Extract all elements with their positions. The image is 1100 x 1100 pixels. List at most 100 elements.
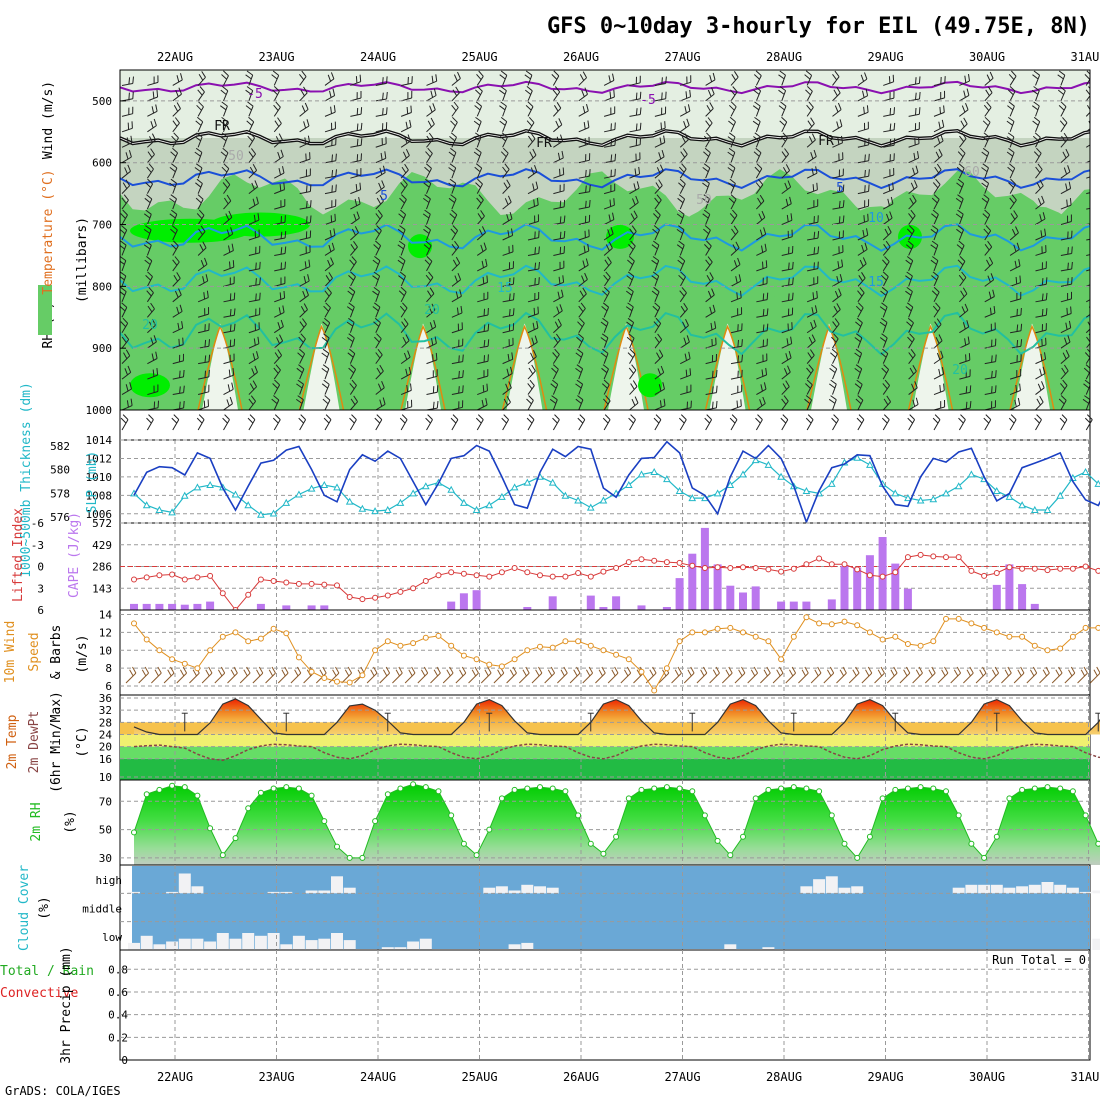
upper-wind-barb xyxy=(863,215,865,223)
upper-wind-barb xyxy=(400,126,412,133)
upper-wind-barb xyxy=(963,90,966,98)
upper-wind-barb xyxy=(554,86,561,93)
upper-wind-barb xyxy=(908,215,916,225)
surface-wind-barb xyxy=(351,414,357,420)
upper-wind-barb xyxy=(327,259,331,267)
upper-wind-barb xyxy=(680,81,691,86)
wind-barb xyxy=(550,666,556,674)
lifted-index-line-point xyxy=(283,579,290,586)
upper-wind-barb xyxy=(172,259,178,266)
upper-wind-barb xyxy=(451,198,457,210)
upper-wind-barb xyxy=(991,386,993,394)
surface-wind-barb xyxy=(399,417,406,424)
upper-wind-barb xyxy=(527,138,536,148)
rh2m-line-point xyxy=(498,795,505,802)
upper-wind-barb xyxy=(451,244,457,251)
upper-wind-barb xyxy=(271,74,278,80)
upper-wind-barb xyxy=(350,364,356,370)
upper-wind-barb xyxy=(375,291,380,302)
upper-wind-barb xyxy=(730,152,736,163)
upper-wind-barb xyxy=(219,120,227,126)
upper-wind-barb xyxy=(832,368,838,380)
upper-wind-barb xyxy=(223,152,229,163)
wind-barb xyxy=(256,669,261,677)
upper-wind-barb xyxy=(756,374,767,380)
upper-wind-barb xyxy=(405,334,410,341)
upper-wind-barb xyxy=(178,338,180,346)
upper-wind-barb xyxy=(273,156,284,164)
wind-speed-line-point xyxy=(981,624,988,631)
lifted-index-line-point xyxy=(638,556,645,563)
upper-wind-barb xyxy=(405,368,408,376)
upper-wind-barb xyxy=(678,240,685,246)
upper-wind-barb xyxy=(631,364,637,371)
upper-wind-barb xyxy=(303,275,307,284)
upper-wind-barb xyxy=(1018,259,1021,267)
upper-wind-barb xyxy=(862,90,865,98)
thickness-tick: 582 xyxy=(50,440,70,453)
upper-wind-barb xyxy=(476,248,487,256)
upper-wind-barb xyxy=(427,120,432,128)
upper-wind-barb xyxy=(730,167,736,179)
upper-wind-barb xyxy=(810,321,814,329)
upper-wind-barb xyxy=(680,96,691,102)
rh2m-line-point xyxy=(778,785,785,792)
upper-wind-barb xyxy=(831,348,838,355)
wind-barb xyxy=(277,672,289,684)
upper-wind-barb xyxy=(657,368,661,376)
upper-wind-barb xyxy=(502,267,514,272)
upper-wind-barb xyxy=(781,357,792,365)
wind-barb xyxy=(915,669,921,677)
upper-wind-barb xyxy=(813,149,817,157)
upper-wind-barb xyxy=(792,292,794,300)
upper-wind-barb xyxy=(834,318,840,325)
upper-wind-barb xyxy=(375,82,387,86)
lifted-index-line-point xyxy=(435,572,442,579)
upper-wind-barb xyxy=(553,281,564,287)
dewpt-axis-label: 2m DewPt xyxy=(27,711,42,774)
upper-wind-barb xyxy=(559,216,562,224)
rh2m-line-point xyxy=(701,812,708,819)
upper-wind-barb xyxy=(229,324,232,332)
surface-wind-barb xyxy=(655,414,662,420)
upper-wind-barb xyxy=(410,105,412,113)
surface-wind-barb xyxy=(731,414,738,420)
upper-wind-barb xyxy=(857,302,864,309)
upper-wind-barb xyxy=(1035,251,1047,256)
cloud-level-label: low xyxy=(102,931,122,944)
upper-wind-barb xyxy=(613,198,615,206)
surface-wind-barb xyxy=(274,414,281,420)
upper-wind-barb xyxy=(763,382,767,390)
cloud-gap-bar xyxy=(952,887,965,894)
wind-speed-line xyxy=(133,616,1100,692)
upper-wind-barb xyxy=(806,340,816,349)
upper-wind-barb xyxy=(455,291,459,299)
upper-wind-barb xyxy=(350,203,361,210)
upper-wind-barb xyxy=(124,368,128,375)
upper-wind-barb xyxy=(1089,102,1090,104)
upper-wind-barb xyxy=(360,122,363,130)
upper-wind-barb xyxy=(563,230,566,239)
upper-wind-barb xyxy=(654,113,666,117)
wind-speed-line-point xyxy=(283,630,290,637)
upper-wind-barb xyxy=(323,305,329,312)
rh2m-line-point xyxy=(752,795,759,802)
temp-tick: 10 xyxy=(99,771,112,784)
top-date-label: 25AUG xyxy=(461,50,497,64)
upper-wind-barb xyxy=(705,294,715,303)
li-tick: 6 xyxy=(37,604,44,617)
upper-wind-barb xyxy=(629,158,641,164)
cloud-gap-bar xyxy=(495,886,508,894)
upper-wind-barb xyxy=(299,175,311,179)
upper-wind-barb xyxy=(125,384,129,392)
wind-barb xyxy=(861,672,873,684)
upper-wind-barb xyxy=(324,191,336,195)
upper-wind-barb xyxy=(806,91,813,102)
upper-wind-barb xyxy=(349,337,355,349)
upper-wind-barb xyxy=(248,203,259,210)
upper-wind-barb xyxy=(307,274,310,282)
upper-wind-barb xyxy=(815,166,818,174)
upper-wind-barb xyxy=(841,135,843,143)
upper-wind-barb xyxy=(727,167,734,173)
upper-wind-barb xyxy=(1058,105,1065,111)
